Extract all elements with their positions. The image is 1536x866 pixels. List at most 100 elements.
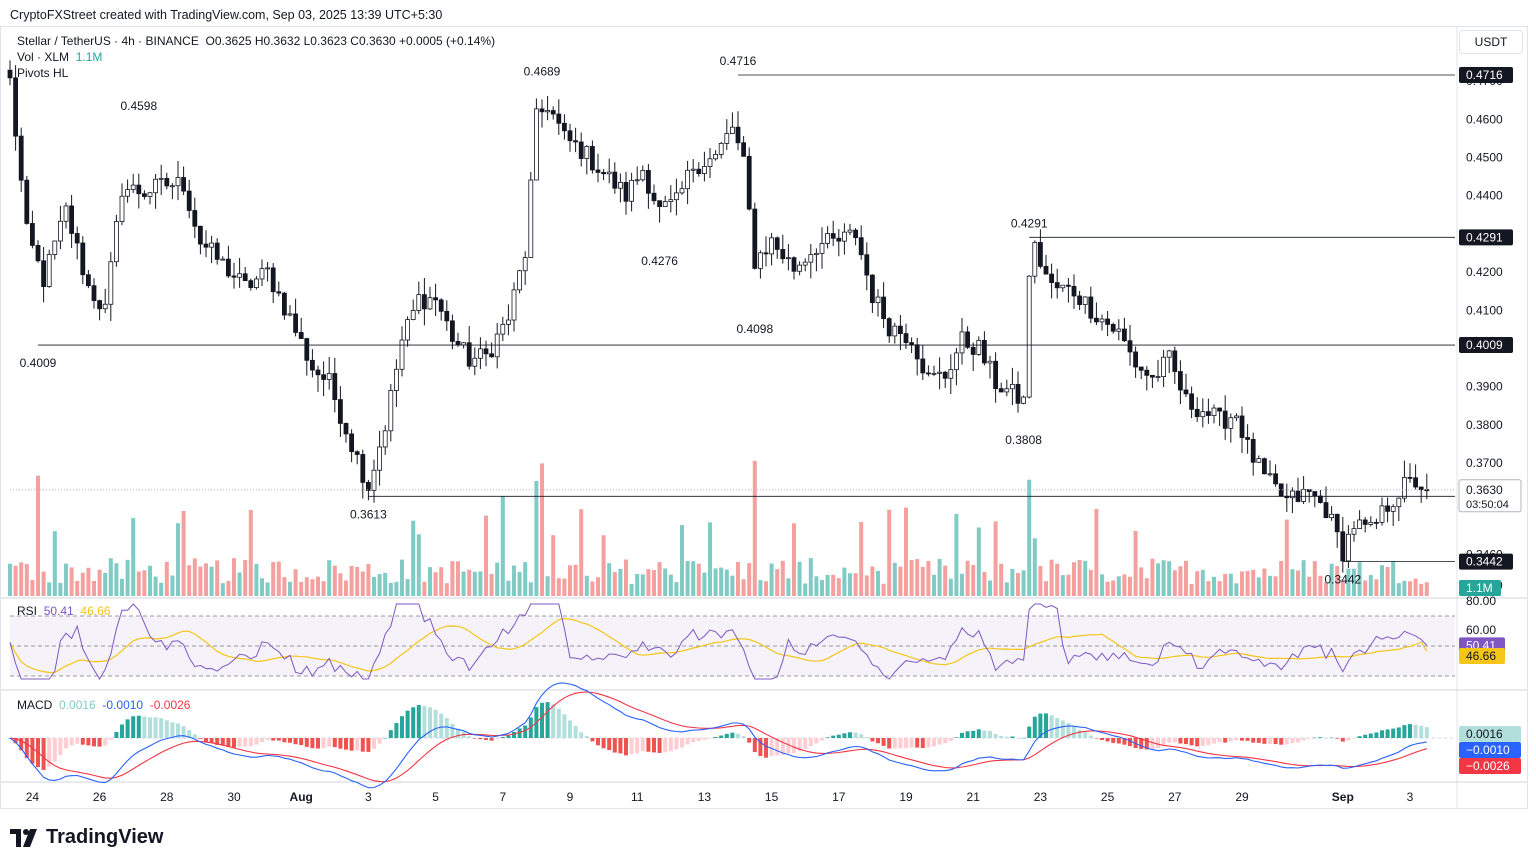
macd-hist-bar <box>472 738 477 739</box>
macd-hist-bar <box>1144 738 1149 750</box>
volume-bar <box>1144 578 1149 596</box>
volume-bar <box>344 580 348 596</box>
volume-bar <box>1312 561 1317 596</box>
volume-bar <box>1228 573 1233 596</box>
candle-body <box>13 77 19 137</box>
macd-hist-bar <box>226 738 231 748</box>
volume-bar <box>568 565 572 596</box>
volume-bar <box>30 579 35 596</box>
candle-body <box>998 388 1004 393</box>
volume-bar <box>489 573 494 596</box>
macd-hist-bar <box>47 738 52 767</box>
candle-body <box>1390 506 1396 512</box>
macd-hist-bar <box>1167 738 1172 743</box>
macd-hist-bar <box>607 738 612 751</box>
macd-hist-bar <box>192 734 197 738</box>
volume-bar <box>736 562 740 596</box>
candle-body <box>1385 505 1390 512</box>
candle-body <box>881 296 886 320</box>
candle-body <box>1256 458 1262 463</box>
macd-hist-bar <box>1318 737 1323 738</box>
candle-body <box>718 143 724 155</box>
volume-bar <box>523 562 528 596</box>
volume-bar <box>881 583 886 596</box>
volume-bar <box>1189 583 1194 596</box>
macd-hist-bar <box>131 716 136 738</box>
candle-body <box>886 318 892 337</box>
candle-body <box>1273 473 1278 485</box>
chart-credit: CryptoFXStreet created with TradingView.… <box>10 8 443 22</box>
macd-hist-bar <box>1307 738 1312 739</box>
candle-body <box>662 201 668 207</box>
macd-hist-bar <box>327 738 332 747</box>
price-tick-label: 0.3900 <box>1466 380 1503 394</box>
candle-body <box>842 231 847 242</box>
candle-body <box>1094 317 1099 323</box>
candle-body <box>522 257 528 272</box>
volume-bar <box>500 496 505 596</box>
macd-hist-bar <box>1128 738 1132 747</box>
volume-bar <box>808 558 813 596</box>
candle-body <box>954 352 959 371</box>
macd-hist-bar <box>752 738 757 753</box>
volume-bar <box>209 566 214 596</box>
pivot-label: 0.4689 <box>524 64 561 78</box>
macd-hist-bar <box>842 733 847 738</box>
currency-selector[interactable]: USDT <box>1459 30 1523 54</box>
volume-bar <box>618 568 623 596</box>
pivot-label: 0.4276 <box>641 254 678 268</box>
volume-bar <box>590 581 595 596</box>
volume-bar <box>1307 576 1312 596</box>
macd-hist-bar <box>1200 738 1205 746</box>
macd-hist-bar <box>954 737 959 738</box>
macd-label: MACD <box>17 698 53 712</box>
ohlc-values: O0.3625 H0.3632 L0.3623 C0.3630 +0.0005 … <box>205 34 496 48</box>
volume-bar <box>512 565 516 596</box>
candle-body <box>24 179 30 224</box>
brand[interactable]: TradingView <box>10 826 163 849</box>
macd-hist-bar <box>69 738 74 746</box>
macd-hist-bar <box>646 738 651 752</box>
volume-bar <box>540 463 544 596</box>
macd-hist-bar <box>1206 738 1211 746</box>
candle-body <box>511 289 517 321</box>
macd-hist-bar <box>792 738 796 754</box>
volume-bar <box>848 573 852 596</box>
macd-hist-bar <box>360 738 365 752</box>
volume-bar <box>299 581 304 596</box>
volume-bar <box>394 581 399 596</box>
pivot-label: 0.3808 <box>1005 433 1042 447</box>
macd-hist-bar <box>904 738 908 749</box>
macd-hist-bar <box>775 738 780 756</box>
volume-bar <box>220 583 225 596</box>
candle-body <box>1222 410 1228 429</box>
time-tick-label: 3 <box>365 790 372 804</box>
macd-hist-bar <box>915 738 920 748</box>
volume-bar <box>1335 566 1340 596</box>
volume-bar <box>1273 576 1278 596</box>
macd-hist-bar <box>747 738 752 743</box>
macd-hist-bar <box>545 702 550 738</box>
rsi-axis-tick: 80.00 <box>1466 594 1496 608</box>
candle-body <box>1015 383 1021 404</box>
macd-hist-bar <box>1368 733 1373 738</box>
candle-body <box>1110 324 1116 332</box>
candle-body <box>52 240 58 255</box>
macd-hist-bar <box>405 710 410 738</box>
candle-body <box>786 257 791 260</box>
macd-hist-bar <box>276 738 281 741</box>
macd-hist-bar <box>1150 738 1155 750</box>
macd-hist-bar <box>332 738 337 748</box>
macd-hist-bar <box>556 708 561 738</box>
volume-bar <box>187 565 192 596</box>
rsi-line <box>9 603 1428 680</box>
macd-hist-bar <box>1161 738 1166 746</box>
volume-bar <box>708 522 712 596</box>
macd-hist-bar <box>1100 738 1104 741</box>
volume-bar <box>960 573 964 596</box>
candle-body <box>1239 415 1245 438</box>
candle-body <box>780 249 786 260</box>
volume-bar <box>909 559 914 596</box>
volume-label-text: 1.1M <box>1466 581 1493 595</box>
